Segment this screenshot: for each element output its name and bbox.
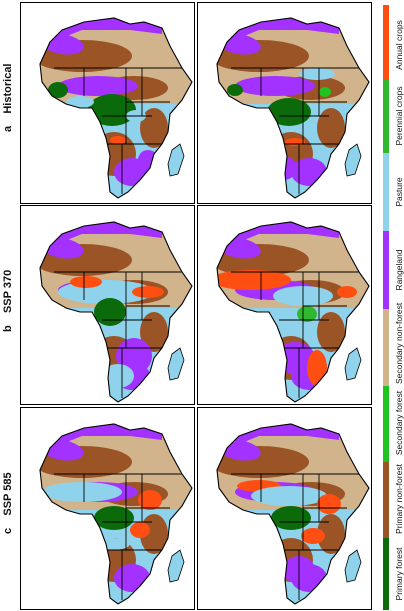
land-use-patch	[94, 298, 126, 326]
land-use-patch	[132, 286, 164, 298]
africa-map-a2	[216, 17, 370, 199]
land-use-patch	[299, 68, 335, 80]
land-use-patch	[42, 482, 122, 502]
region-borders	[231, 271, 359, 398]
legend-label-perennial-crops: Perennial crops	[394, 86, 404, 146]
coastline	[216, 423, 370, 605]
land-use-patch	[130, 522, 150, 538]
land-use-patch	[122, 566, 150, 590]
legend-swatch-secondary-nonforest	[383, 309, 389, 386]
north-coast	[227, 424, 339, 448]
madagascar	[344, 549, 362, 583]
legend-label-annual-crops: Annual crops	[394, 20, 404, 70]
africa-map-b2	[216, 221, 370, 403]
land-use-layer	[217, 424, 369, 604]
legend-swatch-perennial-crops	[383, 80, 389, 153]
land-use-patch	[297, 306, 317, 322]
land-use-patch	[94, 506, 134, 530]
legend-label-rangeland: Rangeland	[394, 249, 404, 291]
land-use-patch	[291, 158, 327, 186]
land-use-patch	[217, 270, 291, 290]
land-use-patch	[140, 312, 168, 352]
land-use-patch	[102, 364, 134, 388]
africa-map-b1	[39, 221, 193, 403]
legend-swatch-primary-forest	[383, 538, 389, 610]
africa-map-c1	[39, 423, 193, 605]
land-use-patch	[317, 514, 345, 554]
north-coast	[50, 18, 162, 42]
north-coast	[50, 424, 162, 448]
legend-label-pasture: Pasture	[394, 177, 404, 207]
land-use-patch	[140, 108, 168, 148]
legend-label-primary-forest: Primary forest	[394, 547, 404, 601]
land-use-patch	[285, 138, 305, 146]
land-use-patch	[301, 528, 325, 544]
region-borders	[54, 67, 182, 194]
land-use-layer	[40, 222, 192, 402]
legend-label-primary-nonforest: Primary non-forest	[394, 464, 404, 534]
north-coast	[227, 18, 339, 42]
land-use-patch	[138, 490, 162, 510]
land-use-patch	[319, 87, 331, 97]
land-use-layer	[217, 222, 369, 402]
land-use-patch	[66, 96, 94, 108]
land-use-patch	[58, 76, 138, 96]
madagascar	[167, 549, 185, 583]
land-use-layer	[217, 18, 369, 198]
land-use-patch	[271, 506, 311, 530]
land-use-patch	[70, 276, 102, 288]
legend-label-secondary-nonforest: Secondary non-forest	[394, 302, 404, 384]
land-use-patch	[267, 98, 311, 126]
region-borders	[54, 271, 182, 398]
madagascar	[167, 143, 185, 177]
legend-swatch-pasture	[383, 153, 389, 231]
north-coast	[227, 222, 339, 246]
land-use-patch	[94, 538, 130, 550]
land-use-patch	[269, 156, 297, 180]
madagascar	[167, 347, 185, 381]
land-use-patch	[227, 84, 243, 96]
land-use-patch	[317, 108, 345, 148]
legend-swatch-primary-nonforest	[383, 462, 389, 538]
land-use-patch	[317, 494, 341, 514]
coastline	[39, 221, 193, 403]
land-use-patch	[307, 350, 327, 386]
legend-swatch-secondary-forest	[383, 386, 389, 462]
legend-swatch-annual-crops	[383, 5, 389, 80]
region-borders	[231, 473, 359, 600]
coastline	[216, 17, 370, 199]
africa-map-c2	[216, 423, 370, 605]
madagascar	[344, 143, 362, 177]
land-use-layer	[40, 424, 192, 604]
land-use-layer	[40, 18, 192, 198]
land-use-patch	[317, 312, 345, 352]
land-use-patch	[235, 76, 315, 96]
north-coast	[50, 222, 162, 246]
land-use-patch	[251, 486, 327, 506]
land-use-patch	[88, 94, 136, 126]
land-use-patch	[337, 286, 357, 298]
legend-swatch-rangeland	[383, 231, 389, 309]
land-use-patch	[116, 338, 152, 374]
land-use-patch	[110, 136, 126, 144]
land-use-patch	[48, 82, 68, 98]
region-borders	[231, 67, 359, 194]
coastline	[39, 17, 193, 199]
madagascar	[344, 347, 362, 381]
coastline	[39, 423, 193, 605]
africa-map-a1	[39, 17, 193, 199]
legend-label-secondary-forest: Secondary forest	[394, 390, 404, 456]
coastline	[216, 221, 370, 403]
region-borders	[54, 473, 182, 600]
land-use-patch	[140, 514, 168, 554]
